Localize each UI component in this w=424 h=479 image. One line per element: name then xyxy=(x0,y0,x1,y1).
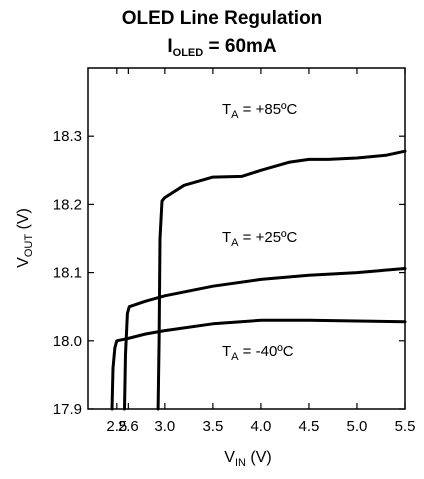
annotation-minus40c: TA = -40ºC xyxy=(222,343,294,363)
chart-subtitle: IOLED = 60mA xyxy=(167,36,277,59)
x-tick-label: 5.5 xyxy=(395,418,416,435)
x-tick-label: 3.0 xyxy=(154,418,175,435)
y-axis-label: VOUT (V) xyxy=(15,208,35,268)
y-tick-label: 18.3 xyxy=(53,128,82,145)
series-line-2 xyxy=(110,318,407,411)
y-tick-label: 17.9 xyxy=(53,401,82,418)
x-tick-label: 4.0 xyxy=(250,418,271,435)
y-axis-ticks: 17.9 18.0 18.1 18.2 18.3 xyxy=(53,128,405,418)
y-tick-label: 18.2 xyxy=(53,196,82,213)
y-tick-label: 18.0 xyxy=(53,333,82,350)
series-lines xyxy=(110,149,407,411)
annotation-85c: TA = +85ºC xyxy=(222,101,298,121)
x-tick-label: 4.5 xyxy=(299,418,320,435)
x-tick-label: 5.0 xyxy=(347,418,368,435)
series-line-1 xyxy=(123,267,407,411)
x-axis-ticks: 2.52.6 3.0 3.5 4.0 4.5 5.0 5.5 xyxy=(106,68,415,435)
x-tick-label: 3.5 xyxy=(202,418,223,435)
chart-title: OLED Line Regulation xyxy=(122,8,323,29)
y-tick-label: 18.1 xyxy=(53,265,82,282)
x-tick-label: 2.5 xyxy=(106,418,127,435)
x-tick-label: 2.6 xyxy=(118,418,139,435)
series-line-0 xyxy=(156,149,407,411)
plot-area-frame xyxy=(87,67,406,410)
x-axis-label: VIN (V) xyxy=(224,449,271,469)
annotation-25c: TA = +25ºC xyxy=(222,229,298,249)
